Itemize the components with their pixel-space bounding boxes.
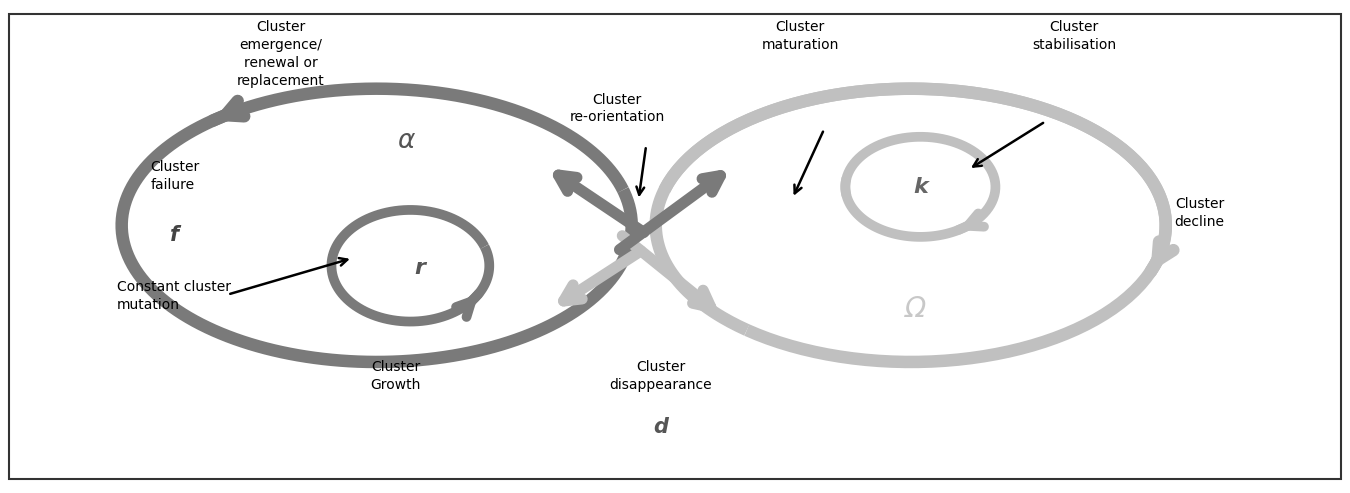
Text: Cluster
emergence/
renewal or
replacement: Cluster emergence/ renewal or replacemen… xyxy=(236,20,324,88)
Text: Cluster
failure: Cluster failure xyxy=(151,160,200,192)
Text: Cluster
stabilisation: Cluster stabilisation xyxy=(1033,20,1116,52)
Text: Cluster
re-orientation: Cluster re-orientation xyxy=(570,93,666,124)
Text: Cluster
Growth: Cluster Growth xyxy=(371,360,421,392)
Text: f: f xyxy=(170,225,180,245)
Text: Ω: Ω xyxy=(904,295,926,323)
Text: Cluster
maturation: Cluster maturation xyxy=(761,20,838,52)
Text: k: k xyxy=(913,177,927,197)
Text: Constant cluster
mutation: Constant cluster mutation xyxy=(117,280,231,312)
Text: Cluster
disappearance: Cluster disappearance xyxy=(609,360,711,392)
Text: Cluster
decline: Cluster decline xyxy=(1174,197,1224,229)
Text: α: α xyxy=(397,128,414,154)
Text: r: r xyxy=(414,258,425,278)
Text: d: d xyxy=(653,418,668,437)
